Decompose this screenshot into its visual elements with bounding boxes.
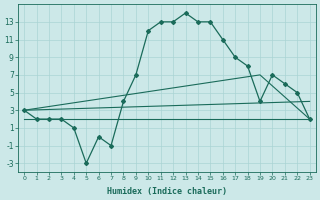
X-axis label: Humidex (Indice chaleur): Humidex (Indice chaleur): [107, 187, 227, 196]
